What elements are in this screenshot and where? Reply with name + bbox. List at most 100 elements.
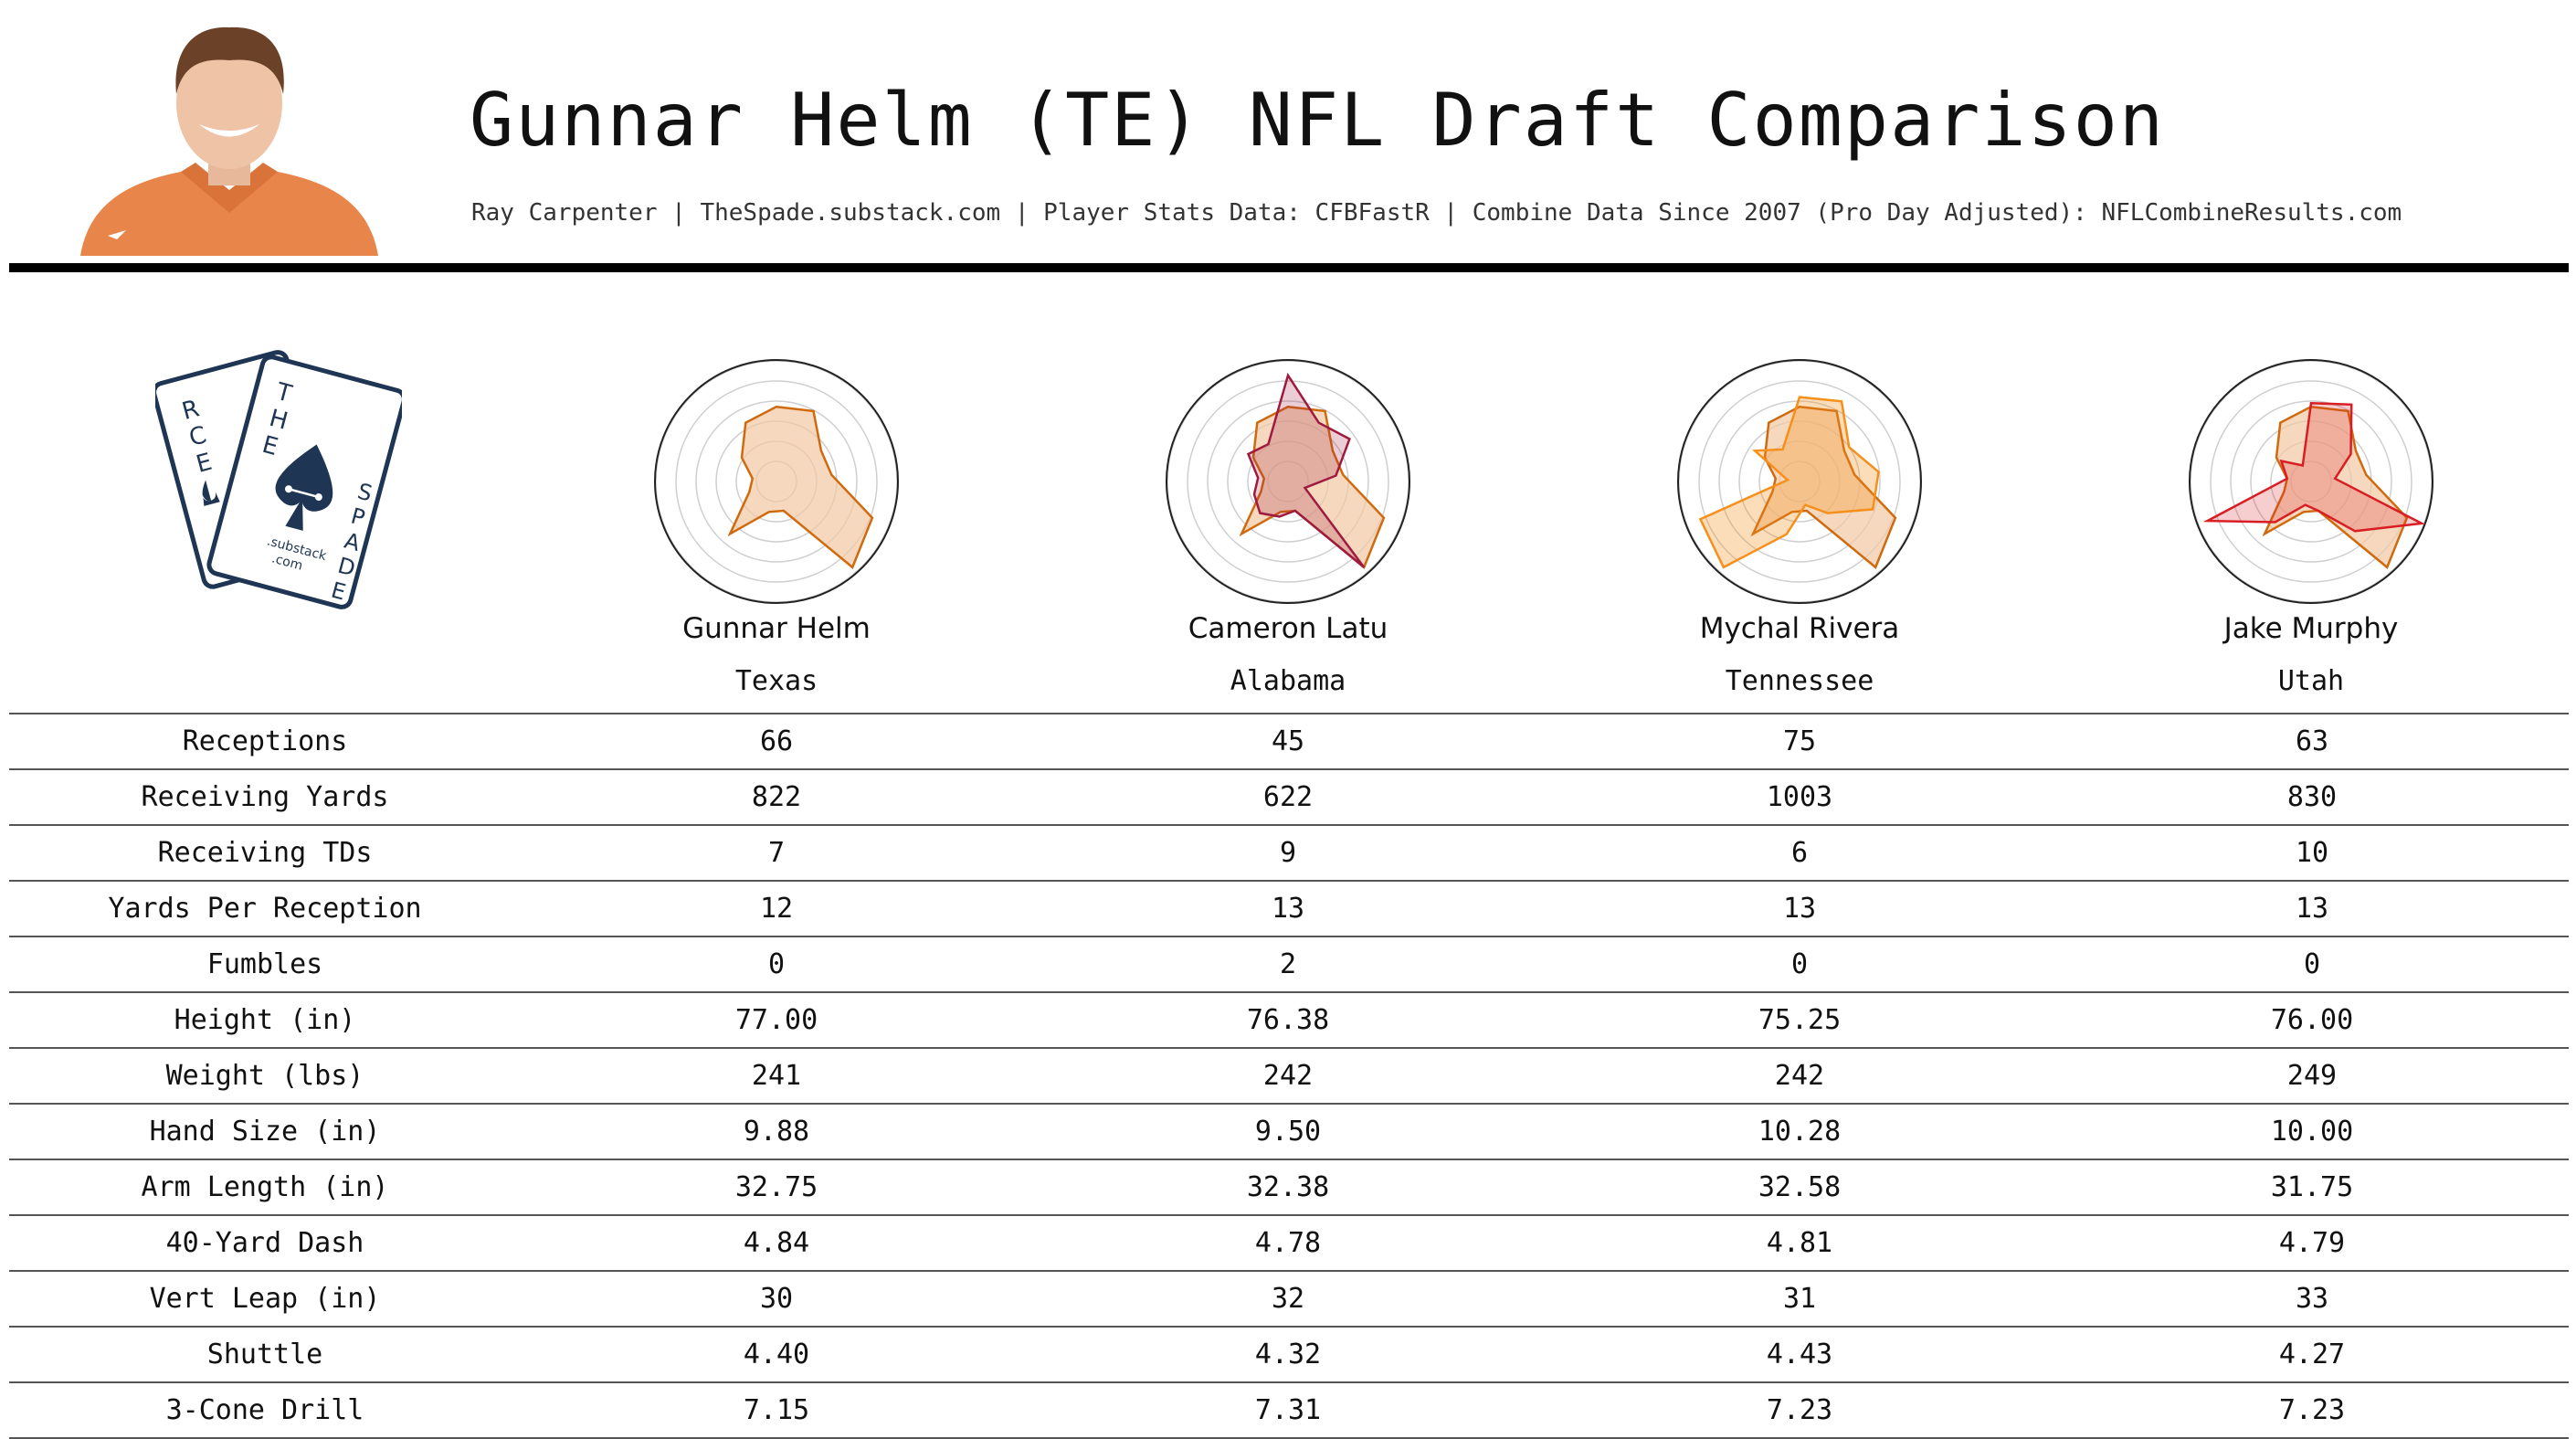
- player-name-gunnar-helm: Gunnar Helm: [682, 612, 871, 645]
- stat-value: 2: [1032, 936, 1544, 992]
- logo-front-card: T H E S P A D E .substack .com: [206, 354, 402, 609]
- stat-value: 9.50: [1032, 1103, 1544, 1159]
- player-name-cameron-latu: Cameron Latu: [1188, 612, 1388, 645]
- radar-chart-mychal-rivera: [1677, 359, 1922, 604]
- stat-value: 9.88: [521, 1103, 1032, 1159]
- table-row: Hand Size (in) 9.88 9.50 10.28 10.00: [9, 1103, 2569, 1159]
- table-row: Height (in) 77.00 76.38 75.25 76.00: [9, 991, 2569, 1048]
- stat-label: Arm Length (in): [9, 1159, 521, 1215]
- stat-value: 31.75: [2055, 1159, 2569, 1215]
- radar-outer-ring: [2189, 359, 2433, 604]
- stat-value: 1003: [1544, 768, 2055, 825]
- stat-value: 4.32: [1032, 1326, 1544, 1382]
- table-row: Receiving TDs 7 9 6 10: [9, 824, 2569, 881]
- radar-series-gunnar-helm: [2262, 405, 2409, 569]
- stat-value: 4.78: [1032, 1214, 1544, 1271]
- stat-label: 3-Cone Drill: [9, 1381, 521, 1439]
- stat-label: Weight (lbs): [9, 1047, 521, 1104]
- logo-letter: E: [329, 577, 349, 606]
- stat-value: 7.15: [521, 1381, 1032, 1439]
- table-row: Receiving Yards 822 622 1003 830: [9, 768, 2569, 825]
- stat-value: 76.00: [2055, 991, 2569, 1048]
- page-title: Gunnar Helm (TE) NFL Draft Comparison: [470, 78, 2166, 163]
- stat-value: 33: [2055, 1270, 2569, 1327]
- table-row: Shuttle 4.40 4.32 4.43 4.27: [9, 1326, 2569, 1382]
- stat-value: 30: [521, 1270, 1032, 1327]
- stat-value: 242: [1032, 1047, 1544, 1104]
- radar-outer-ring: [1677, 359, 1922, 604]
- stat-label: 40-Yard Dash: [9, 1214, 521, 1271]
- stat-value: 75.25: [1544, 991, 2055, 1048]
- stat-value: 241: [521, 1047, 1032, 1104]
- logo-letter: A: [342, 528, 364, 556]
- stat-label: Receptions: [9, 713, 521, 769]
- table-row: Yards Per Reception 12 13 13 13: [9, 880, 2569, 936]
- radar-grid-ring: [2210, 380, 2412, 583]
- stat-label: Height (in): [9, 991, 521, 1048]
- radar-chart-gunnar-helm: [654, 359, 899, 604]
- table-row: Receptions 66 45 75 63: [9, 713, 2569, 769]
- table-row: Weight (lbs) 241 242 242 249: [9, 1047, 2569, 1104]
- radar-grid-ring: [1718, 400, 1881, 563]
- stat-label: Vert Leap (in): [9, 1270, 521, 1327]
- radar-grid-ring: [675, 380, 878, 583]
- stat-value: 10: [2055, 824, 2569, 881]
- stat-value: 822: [521, 768, 1032, 825]
- player-school-tennessee: Tennessee: [1725, 665, 1874, 697]
- radar-series-cameron-latu: [1246, 372, 1366, 568]
- page-subtitle: Ray Carpenter | TheSpade.substack.com | …: [471, 199, 2402, 227]
- radar-series-gunnar-helm: [727, 405, 874, 569]
- radar-series-gunnar-helm: [1239, 405, 1386, 569]
- spade-icon: [275, 444, 333, 531]
- stat-value: 13: [1032, 880, 1544, 936]
- radar-grid-ring: [1207, 400, 1369, 563]
- stat-value: 76.38: [1032, 991, 1544, 1048]
- radar-series-jake-murphy: [2202, 401, 2426, 533]
- logo-letter: E: [194, 449, 216, 479]
- stat-value: 4.27: [2055, 1326, 2569, 1382]
- stat-value: 10.00: [2055, 1103, 2569, 1159]
- header-divider: [9, 263, 2569, 272]
- stat-value: 32.58: [1544, 1159, 2055, 1215]
- stat-value: 32: [1032, 1270, 1544, 1327]
- stat-value: 4.43: [1544, 1326, 2055, 1382]
- stat-label: Shuttle: [9, 1326, 521, 1382]
- stat-value: 7.23: [2055, 1381, 2569, 1439]
- player-name-jake-murphy: Jake Murphy: [2223, 612, 2399, 645]
- stat-value: 0: [521, 936, 1032, 992]
- stat-value: 4.79: [2055, 1214, 2569, 1271]
- stat-value: 12: [521, 880, 1032, 936]
- table-row: Vert Leap (in) 30 32 31 33: [9, 1270, 2569, 1327]
- logo-letter: E: [259, 431, 281, 461]
- stat-value: 32.75: [521, 1159, 1032, 1215]
- radar-series-mychal-rivera: [1698, 396, 1880, 569]
- stat-value: 4.81: [1544, 1214, 2055, 1271]
- table-row: 3-Cone Drill 7.15 7.31 7.23 7.23: [9, 1381, 2569, 1439]
- stat-value: 6: [1544, 824, 2055, 881]
- stat-value: 0: [1544, 936, 2055, 992]
- table-row: Fumbles 0 2 0 0: [9, 936, 2569, 992]
- stat-value: 7: [521, 824, 1032, 881]
- stat-label: Fumbles: [9, 936, 521, 992]
- stat-value: 7.31: [1032, 1381, 1544, 1439]
- stat-value: 66: [521, 713, 1032, 769]
- stat-value: 7.23: [1544, 1381, 2055, 1439]
- radar-chart-cameron-latu: [1166, 359, 1410, 604]
- radar-grid-ring: [1187, 380, 1389, 583]
- stat-value: 4.40: [521, 1326, 1032, 1382]
- stat-value: 9: [1032, 824, 1544, 881]
- player-name-mychal-rivera: Mychal Rivera: [1699, 612, 1900, 645]
- stats-table: Receptions 66 45 75 63 Receiving Yards 8…: [9, 713, 2569, 1439]
- logo-letter: P: [348, 503, 367, 532]
- stat-value: 75: [1544, 713, 2055, 769]
- the-spade-logo: R C E T H E S P A D E .substack .com: [155, 350, 402, 609]
- player-school-utah: Utah: [2277, 665, 2345, 697]
- stat-value: 10.28: [1544, 1103, 2055, 1159]
- radar-chart-jake-murphy: [2189, 359, 2433, 604]
- stat-label: Yards Per Reception: [9, 880, 521, 936]
- player-school-texas: Texas: [734, 665, 818, 697]
- stat-value: 63: [2055, 713, 2569, 769]
- stat-value: 45: [1032, 713, 1544, 769]
- stat-value: 31: [1544, 1270, 2055, 1327]
- radar-grid-ring: [2230, 400, 2392, 563]
